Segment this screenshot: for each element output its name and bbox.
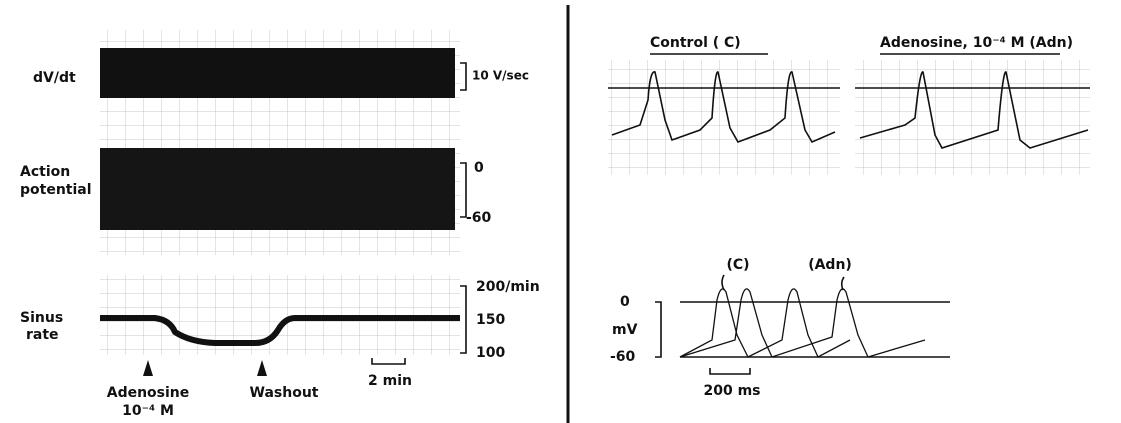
label: dV/dt (33, 70, 76, 86)
scale-label: -60 (466, 210, 492, 226)
marker-label: 10⁻⁴ M (122, 403, 174, 419)
trace-label: (Adn) (808, 257, 852, 273)
scale-label: 200/min (476, 279, 540, 295)
label: Sinus (20, 310, 63, 326)
label: Action (20, 164, 70, 180)
label: rate (26, 327, 59, 343)
arrow (143, 360, 267, 376)
scale-label: mV (612, 322, 638, 338)
scale-bracket (460, 163, 466, 217)
scale-label: 10 V/sec (472, 69, 529, 83)
scale-bracket (655, 302, 661, 357)
dvdt-trace (100, 48, 455, 98)
label: potential (20, 182, 92, 198)
scale-label: 100 (476, 345, 505, 361)
figure: dV/dt 10 V/sec Action potential 0 -60 Si… (0, 0, 1121, 423)
pointer (722, 275, 844, 290)
reference-line (680, 302, 950, 357)
trace-label: (C) (726, 257, 749, 273)
marker-label: Washout (250, 385, 319, 401)
ap-trace-c (680, 289, 850, 357)
time-bar (710, 368, 750, 374)
ap-trace (100, 148, 455, 230)
scale-bracket (460, 63, 466, 90)
scale-label: 0 (620, 294, 630, 310)
time-label: 200 ms (703, 383, 760, 399)
scale-label: -60 (610, 349, 636, 365)
marker-label: Adenosine (107, 385, 190, 401)
panel-title: Control ( C) (650, 35, 741, 51)
panel-title: Adenosine, 10⁻⁴ M (Adn) (880, 35, 1073, 51)
chart-grid (855, 60, 1090, 175)
scale-bracket (460, 286, 466, 353)
time-label: 2 min (368, 373, 412, 389)
scale-label: 150 (476, 312, 505, 328)
scale-label: 0 (474, 160, 484, 176)
time-bar (372, 358, 405, 364)
